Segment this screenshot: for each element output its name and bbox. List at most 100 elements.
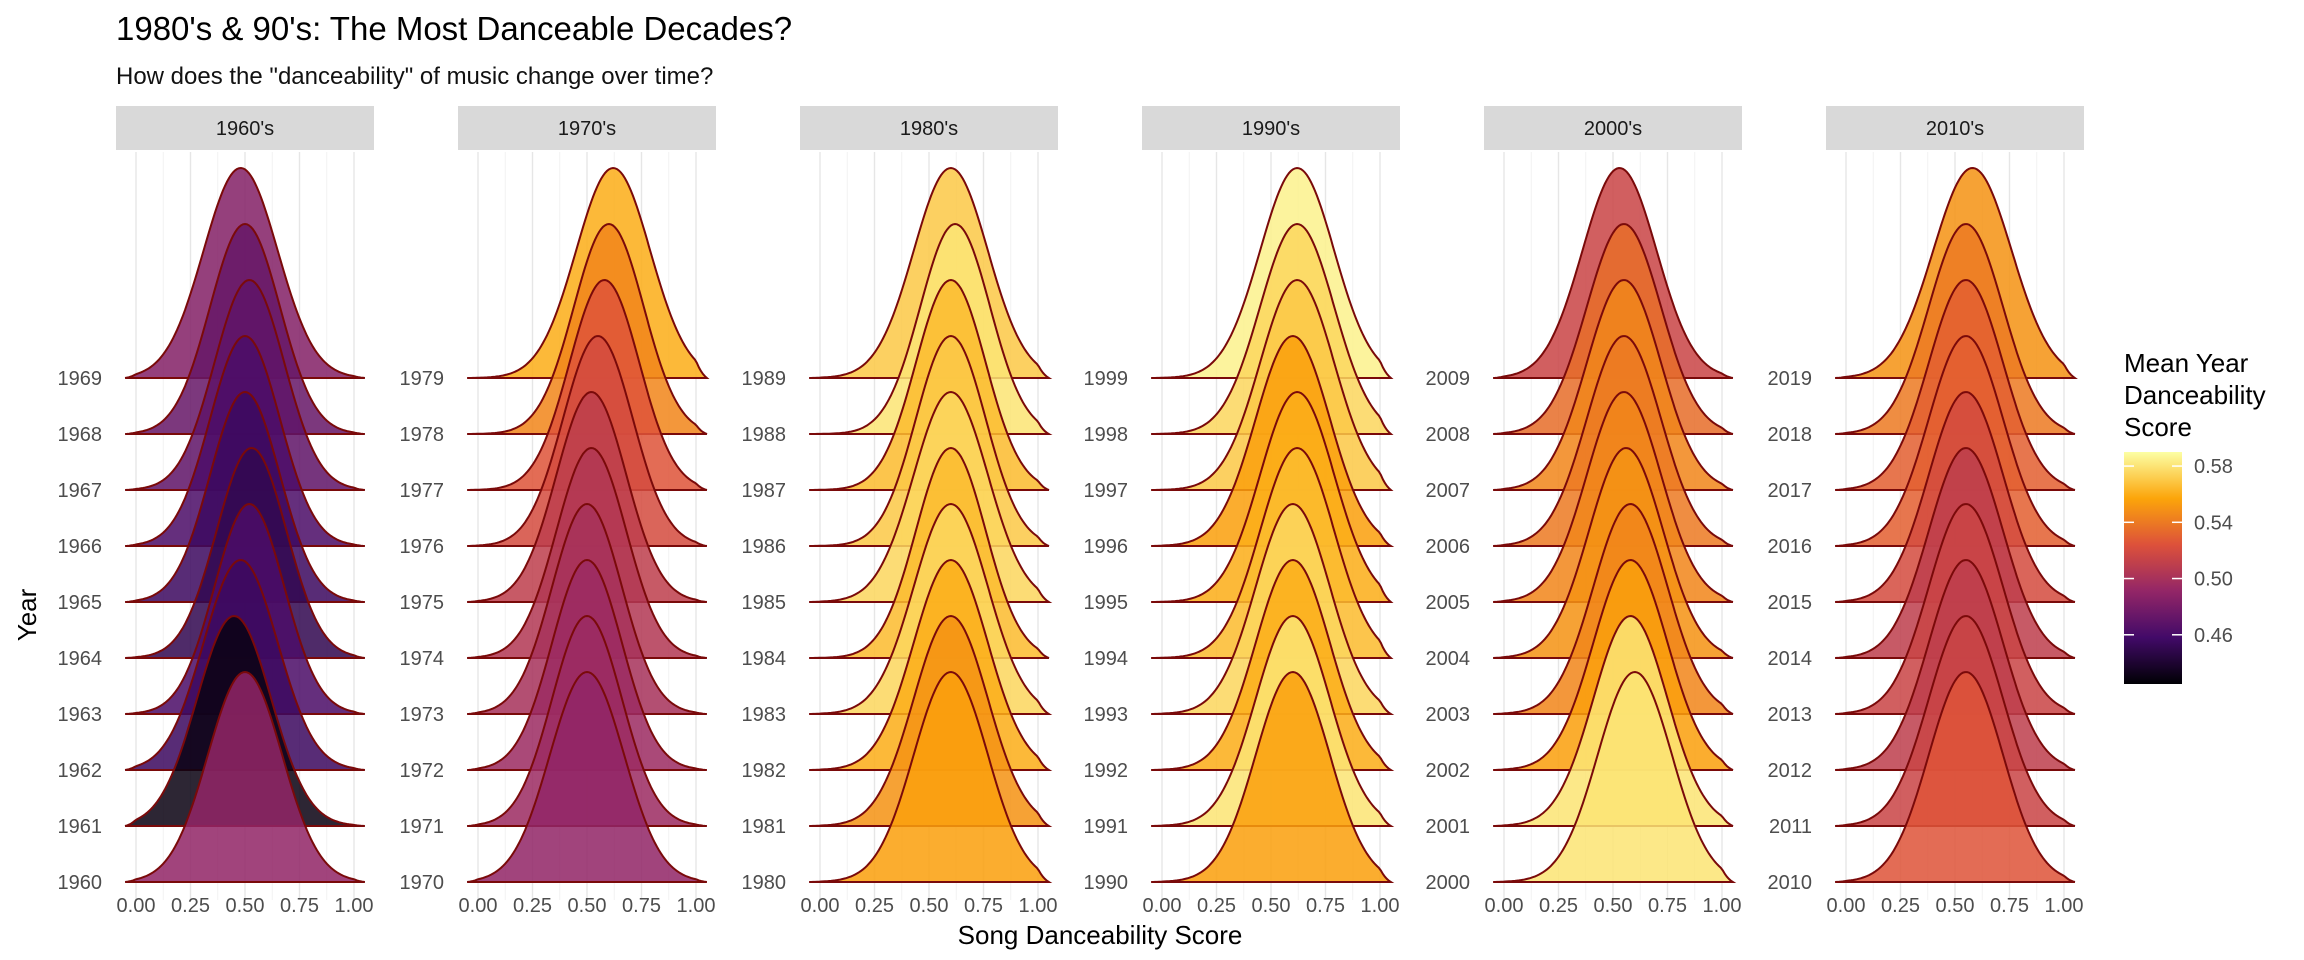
facet-panel: 1960's 0.00 0.25 0.50 0.75 1.00 1960 1961 1962 19… (58, 106, 374, 917)
x-tick-label: 1.00 (1361, 895, 1400, 917)
ridge-2000 (1493, 670, 1737, 883)
y-tick-label: 1987 (742, 480, 787, 502)
y-axis-title: Year (12, 588, 42, 641)
x-tick-label: 0.50 (1936, 895, 1975, 917)
x-tick-label: 0.25 (1881, 895, 1920, 917)
y-tick-label: 1982 (742, 760, 787, 782)
y-tick-label: 1995 (1084, 592, 1129, 614)
y-tick-label: 2016 (1768, 536, 1813, 558)
y-tick-label: 2002 (1426, 760, 1471, 782)
x-tick-label: 0.75 (622, 895, 661, 917)
legend-title-line-3: Score (2124, 412, 2192, 442)
y-tick-label: 2005 (1426, 592, 1471, 614)
x-tick-label: 0.00 (801, 895, 840, 917)
y-tick-label: 2019 (1768, 368, 1813, 390)
chart-subtitle: How does the "danceability" of music cha… (116, 63, 713, 90)
y-tick-label: 1976 (400, 536, 445, 558)
x-tick-label: 0.25 (171, 895, 210, 917)
y-tick-label: 1966 (58, 536, 103, 558)
color-legend: Mean Year Danceability Score 0.58 0.54 0.5… (2124, 348, 2266, 684)
y-tick-label: 1974 (400, 648, 445, 670)
x-tick-label: 0.25 (513, 895, 552, 917)
y-tick-label: 1990 (1084, 872, 1129, 894)
facet-strip-label: 2010's (1926, 118, 1984, 140)
facet-strip (1826, 106, 2084, 150)
y-tick-label: 2015 (1768, 592, 1813, 614)
facet-panel: 2010's 0.00 0.25 0.50 0.75 1.00 2010 2011 2012 20… (1768, 106, 2084, 917)
facet-strip (116, 106, 374, 150)
y-tick-label: 2018 (1768, 424, 1813, 446)
x-tick-label: 0.75 (1306, 895, 1345, 917)
facet-strip (800, 106, 1058, 150)
legend-tick-label: 0.58 (2194, 456, 2233, 478)
y-tick-label: 1960 (58, 872, 103, 894)
facet-panels: 1960's 0.00 0.25 0.50 0.75 1.00 1960 1961 1962 19… (58, 106, 2084, 917)
y-tick-label: 1994 (1084, 648, 1129, 670)
legend-colorbar (2124, 452, 2182, 684)
facet-strip-label: 1980's (900, 118, 958, 140)
y-tick-label: 1970 (400, 872, 445, 894)
legend-tick-label: 0.54 (2194, 512, 2233, 534)
ridge-1960 (125, 670, 365, 883)
y-tick-label: 2001 (1426, 816, 1471, 838)
y-tick-label: 1961 (58, 816, 103, 838)
facet-strip-label: 2000's (1584, 118, 1642, 140)
y-tick-label: 1986 (742, 536, 787, 558)
y-tick-label: 1964 (58, 648, 103, 670)
y-tick-label: 1965 (58, 592, 103, 614)
y-tick-label: 2011 (1769, 816, 1812, 838)
facet-panel: 1990's 0.00 0.25 0.50 0.75 1.00 1990 1991 1992 19… (1084, 106, 1400, 917)
x-tick-label: 0.50 (1594, 895, 1633, 917)
facet-strip (1484, 106, 1742, 150)
legend-title-line-2: Danceability (2124, 380, 2266, 410)
y-tick-label: 2012 (1768, 760, 1813, 782)
x-tick-label: 0.75 (1990, 895, 2029, 917)
y-tick-label: 1981 (742, 816, 787, 838)
y-tick-label: 1984 (742, 648, 787, 670)
y-tick-label: 1997 (1084, 480, 1129, 502)
x-tick-label: 0.00 (459, 895, 498, 917)
y-tick-label: 1962 (58, 760, 103, 782)
y-tick-label: 2008 (1426, 424, 1471, 446)
y-tick-label: 1973 (400, 704, 445, 726)
y-tick-label: 1992 (1084, 760, 1129, 782)
facet-strip (458, 106, 716, 150)
y-tick-label: 2000 (1426, 872, 1471, 894)
y-tick-label: 1972 (400, 760, 445, 782)
x-tick-label: 0.75 (280, 895, 319, 917)
facet-strip-label: 1970's (558, 118, 616, 140)
facet-strip-label: 1990's (1242, 118, 1300, 140)
y-tick-label: 1967 (58, 480, 103, 502)
y-tick-label: 2004 (1426, 648, 1471, 670)
y-tick-label: 1993 (1084, 704, 1129, 726)
x-tick-label: 0.50 (226, 895, 265, 917)
legend-tick-label: 0.46 (2194, 625, 2233, 647)
x-tick-label: 0.50 (1252, 895, 1291, 917)
ridge-1990 (1151, 670, 1395, 883)
x-tick-label: 0.25 (1197, 895, 1236, 917)
y-tick-label: 2013 (1768, 704, 1813, 726)
x-tick-label: 0.00 (1827, 895, 1866, 917)
y-tick-label: 1975 (400, 592, 445, 614)
ridge-2010 (1835, 671, 2076, 883)
y-tick-label: 1963 (58, 704, 103, 726)
y-tick-label: 1996 (1084, 536, 1129, 558)
y-tick-label: 1988 (742, 424, 787, 446)
x-tick-label: 0.75 (1648, 895, 1687, 917)
y-tick-label: 2017 (1768, 480, 1813, 502)
legend-title-line-1: Mean Year (2124, 348, 2249, 378)
x-tick-label: 1.00 (1703, 895, 1742, 917)
ridge-1970 (467, 670, 707, 883)
facet-strip-label: 1960's (216, 118, 274, 140)
y-tick-label: 1983 (742, 704, 787, 726)
x-tick-label: 1.00 (1019, 895, 1058, 917)
y-tick-label: 1971 (400, 816, 445, 838)
facet-strip (1142, 106, 1400, 150)
ridge-1980 (809, 670, 1053, 883)
y-tick-label: 1968 (58, 424, 103, 446)
y-tick-label: 1980 (742, 872, 787, 894)
x-tick-label: 1.00 (2045, 895, 2084, 917)
y-tick-label: 1999 (1084, 368, 1129, 390)
legend-tick-label: 0.50 (2194, 569, 2233, 591)
